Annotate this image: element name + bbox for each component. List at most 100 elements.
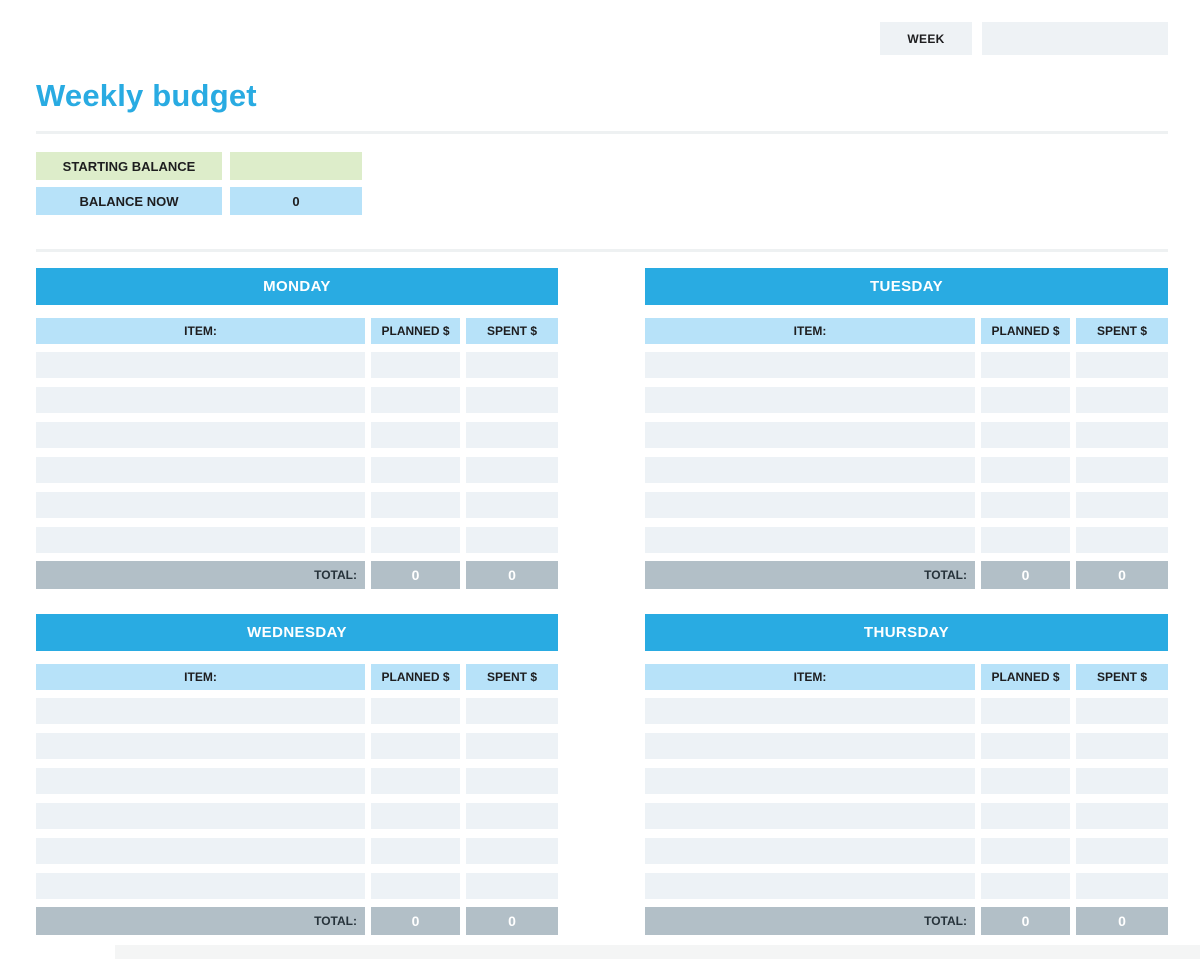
item-cell[interactable] <box>645 838 975 864</box>
spent-column-header: SPENT $ <box>466 318 558 344</box>
item-cell[interactable] <box>645 733 975 759</box>
spent-cell[interactable] <box>1076 352 1168 378</box>
planned-cell[interactable] <box>371 838 460 864</box>
spent-cell[interactable] <box>1076 803 1168 829</box>
planned-cell[interactable] <box>981 527 1070 553</box>
item-cell[interactable] <box>645 352 975 378</box>
planned-cell[interactable] <box>371 873 460 899</box>
item-cell[interactable] <box>36 838 365 864</box>
spent-cell[interactable] <box>1076 492 1168 518</box>
item-cell[interactable] <box>36 527 365 553</box>
spent-column-header: SPENT $ <box>1076 664 1168 690</box>
table-row <box>36 698 558 724</box>
week-label: WEEK <box>880 22 972 55</box>
item-cell[interactable] <box>645 527 975 553</box>
planned-cell[interactable] <box>371 457 460 483</box>
planned-cell[interactable] <box>371 527 460 553</box>
planned-cell[interactable] <box>981 422 1070 448</box>
week-value-cell[interactable] <box>982 22 1168 55</box>
column-header-row: ITEM: PLANNED $ SPENT $ <box>36 318 558 344</box>
divider <box>36 249 1168 252</box>
spent-cell[interactable] <box>1076 733 1168 759</box>
item-cell[interactable] <box>645 698 975 724</box>
starting-balance-value-cell[interactable] <box>230 152 362 180</box>
table-row <box>36 422 558 448</box>
spent-cell[interactable] <box>466 803 558 829</box>
day-table: MONDAY ITEM: PLANNED $ SPENT $ TOTAL: 0 … <box>36 268 558 589</box>
spent-cell[interactable] <box>1076 457 1168 483</box>
item-cell[interactable] <box>36 698 365 724</box>
item-cell[interactable] <box>645 768 975 794</box>
item-cell[interactable] <box>36 422 365 448</box>
item-cell[interactable] <box>36 733 365 759</box>
planned-cell[interactable] <box>981 803 1070 829</box>
spent-column-header: SPENT $ <box>1076 318 1168 344</box>
table-row <box>645 768 1168 794</box>
table-row <box>36 492 558 518</box>
table-row <box>645 803 1168 829</box>
day-table: THURSDAY ITEM: PLANNED $ SPENT $ TOTAL: … <box>645 614 1168 935</box>
spent-cell[interactable] <box>466 873 558 899</box>
planned-cell[interactable] <box>371 352 460 378</box>
item-cell[interactable] <box>36 873 365 899</box>
planned-cell[interactable] <box>371 492 460 518</box>
spent-cell[interactable] <box>1076 768 1168 794</box>
item-cell[interactable] <box>36 387 365 413</box>
balance-now-value-cell[interactable]: 0 <box>230 187 362 215</box>
spent-cell[interactable] <box>1076 527 1168 553</box>
spent-cell[interactable] <box>466 492 558 518</box>
item-cell[interactable] <box>645 422 975 448</box>
empty-rows <box>36 698 558 899</box>
planned-cell[interactable] <box>981 352 1070 378</box>
planned-cell[interactable] <box>371 803 460 829</box>
spent-cell[interactable] <box>466 387 558 413</box>
item-cell[interactable] <box>645 492 975 518</box>
item-cell[interactable] <box>645 803 975 829</box>
item-cell[interactable] <box>645 457 975 483</box>
planned-total-value: 0 <box>371 907 460 935</box>
planned-cell[interactable] <box>981 387 1070 413</box>
item-cell[interactable] <box>36 352 365 378</box>
item-cell[interactable] <box>36 803 365 829</box>
spent-cell[interactable] <box>466 422 558 448</box>
empty-rows <box>36 352 558 553</box>
spent-cell[interactable] <box>466 527 558 553</box>
spent-total-value: 0 <box>466 907 558 935</box>
spent-cell[interactable] <box>466 457 558 483</box>
spent-cell[interactable] <box>1076 873 1168 899</box>
table-row <box>645 387 1168 413</box>
spent-cell[interactable] <box>466 698 558 724</box>
planned-cell[interactable] <box>371 733 460 759</box>
spent-cell[interactable] <box>466 768 558 794</box>
planned-cell[interactable] <box>981 457 1070 483</box>
spent-cell[interactable] <box>1076 698 1168 724</box>
spent-cell[interactable] <box>1076 387 1168 413</box>
item-cell[interactable] <box>645 387 975 413</box>
item-cell[interactable] <box>36 768 365 794</box>
table-row <box>645 733 1168 759</box>
item-cell[interactable] <box>36 457 365 483</box>
spent-cell[interactable] <box>466 838 558 864</box>
planned-cell[interactable] <box>371 387 460 413</box>
item-column-header: ITEM: <box>645 664 975 690</box>
item-cell[interactable] <box>36 492 365 518</box>
planned-cell[interactable] <box>371 768 460 794</box>
planned-cell[interactable] <box>981 838 1070 864</box>
planned-cell[interactable] <box>981 733 1070 759</box>
planned-cell[interactable] <box>981 768 1070 794</box>
table-row <box>645 838 1168 864</box>
planned-cell[interactable] <box>981 873 1070 899</box>
planned-cell[interactable] <box>371 422 460 448</box>
spent-cell[interactable] <box>466 733 558 759</box>
table-row <box>645 352 1168 378</box>
balance-section: STARTING BALANCE BALANCE NOW 0 <box>36 152 362 215</box>
item-cell[interactable] <box>645 873 975 899</box>
spent-cell[interactable] <box>1076 838 1168 864</box>
planned-cell[interactable] <box>981 492 1070 518</box>
planned-cell[interactable] <box>981 698 1070 724</box>
planned-cell[interactable] <box>371 698 460 724</box>
spent-cell[interactable] <box>1076 422 1168 448</box>
balance-now-label: BALANCE NOW <box>36 187 222 215</box>
total-row: TOTAL: 0 0 <box>645 561 1168 589</box>
spent-cell[interactable] <box>466 352 558 378</box>
